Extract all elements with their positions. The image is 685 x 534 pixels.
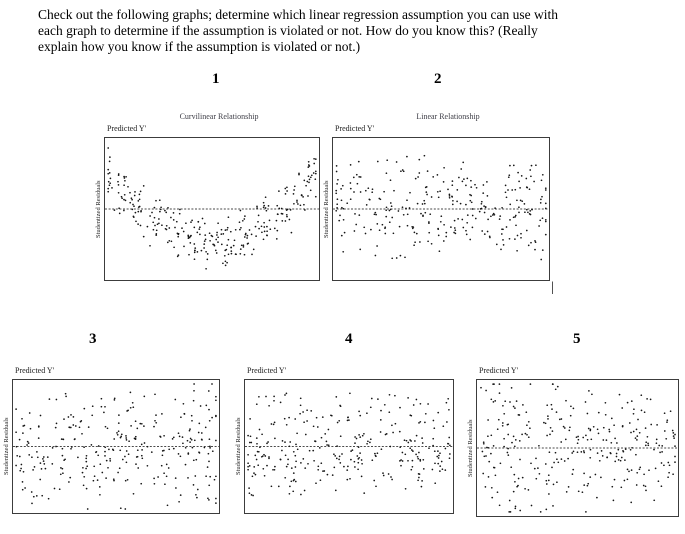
scatter-points bbox=[333, 154, 549, 261]
plot-xlabel: Predicted Y' bbox=[15, 366, 55, 375]
plot-title: Linear Relationship bbox=[416, 112, 480, 121]
plot-frame bbox=[244, 379, 454, 514]
scatter-points bbox=[105, 147, 319, 270]
scatter-plot-4: Predicted Y' Studentized Residuals bbox=[233, 366, 467, 514]
question-line-3: explain how you know if the assumption i… bbox=[38, 39, 361, 54]
graph-number-4: 4 bbox=[345, 331, 353, 347]
scatter-plot-linear: Linear Relationship Predicted Y' Student… bbox=[321, 112, 563, 281]
plot-title: Curvilinear Relationship bbox=[179, 112, 259, 121]
plot-ylabel: Studentized Residuals bbox=[323, 180, 330, 238]
plot-frame bbox=[476, 379, 679, 517]
plot-ylabel: Studentized Residuals bbox=[3, 417, 10, 476]
scatter-points bbox=[245, 392, 453, 497]
scatter-points bbox=[477, 383, 678, 513]
question-line-1: Check out the following graphs; determin… bbox=[38, 7, 559, 22]
text-cursor: | bbox=[551, 280, 554, 295]
scatter-points bbox=[13, 383, 219, 510]
plot-ylabel: Studentized Residuals bbox=[467, 419, 474, 477]
scatter-plot-curvilinear: Curvilinear Relationship Predicted Y' St… bbox=[93, 112, 333, 281]
scatter-plot-3: Predicted Y' Studentized Residuals bbox=[1, 366, 233, 514]
question-text: Check out the following graphs; determin… bbox=[38, 7, 670, 55]
graph-number-2: 2 bbox=[434, 71, 442, 87]
plot-frame bbox=[12, 379, 220, 514]
plot-frame bbox=[332, 137, 550, 281]
graph-number-5: 5 bbox=[573, 331, 581, 347]
graph-number-3: 3 bbox=[89, 331, 97, 347]
question-line-2: each graph to determine if the assumptio… bbox=[38, 23, 538, 38]
plot-xlabel: Predicted Y' bbox=[247, 366, 287, 375]
plot-xlabel: Predicted Y' bbox=[479, 366, 519, 375]
plot-xlabel: Predicted Y' bbox=[335, 124, 375, 133]
plot-xlabel: Predicted Y' bbox=[107, 124, 147, 133]
plot-ylabel: Studentized Residuals bbox=[235, 417, 242, 476]
plot-ylabel: Studentized Residuals bbox=[95, 180, 102, 238]
scatter-plot-5: Predicted Y' Studentized Residuals bbox=[465, 366, 685, 517]
graph-number-1: 1 bbox=[212, 71, 220, 87]
plot-frame bbox=[104, 137, 320, 281]
